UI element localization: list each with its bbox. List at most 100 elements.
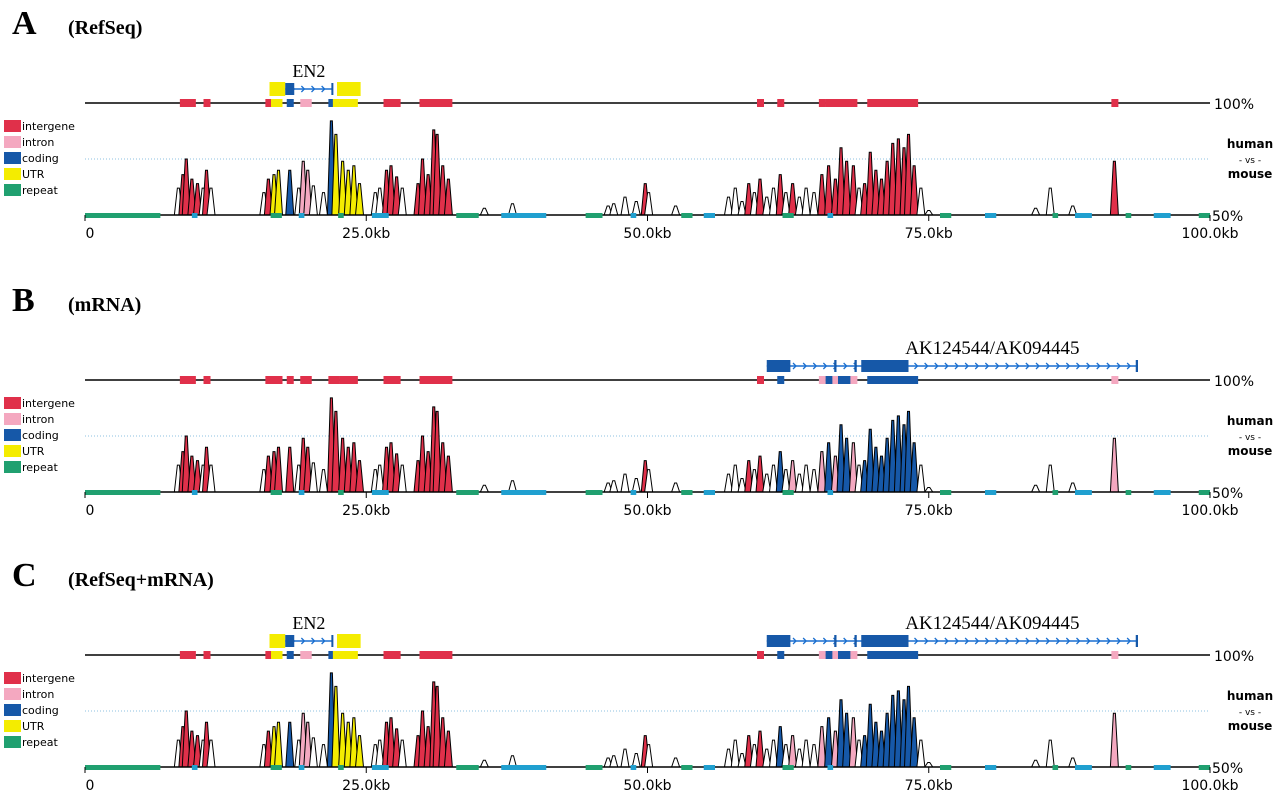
direction-arrow [843, 362, 848, 370]
direction-arrow [974, 362, 980, 370]
conserved-region-mark [905, 99, 913, 107]
conserved-region-mark [850, 99, 858, 107]
conserved-region-mark [188, 99, 196, 107]
legend-swatch-intergene [4, 120, 21, 132]
conservation-peak [1045, 187, 1055, 216]
conserved-region-mark [350, 651, 358, 659]
direction-arrow [1015, 637, 1020, 645]
repeat-block [1198, 213, 1210, 218]
repeat-block [1153, 213, 1171, 218]
repeat-block [630, 490, 637, 495]
x-tick-label: 75.0kb [905, 778, 953, 794]
conserved-region-mark [911, 651, 919, 659]
repeat-block [681, 490, 693, 495]
utr-block [269, 634, 286, 648]
conservation-peak [631, 201, 641, 216]
conservation-peak [824, 165, 834, 216]
conservation-peak [1109, 160, 1119, 216]
conservation-peak [916, 187, 926, 216]
conserved-region-mark [183, 99, 191, 107]
legend-label-intergene: intergene [22, 120, 75, 133]
conserved-region-mark [345, 651, 353, 659]
conserved-region-mark [203, 651, 211, 659]
conserved-region-mark [867, 376, 875, 384]
conservation-peak [788, 460, 798, 493]
conserved-region-mark [838, 99, 845, 107]
direction-arrow [964, 362, 970, 370]
conservation-peak [479, 759, 490, 768]
species-vs: - vs - [1239, 156, 1261, 166]
legend-swatch-repeat [4, 461, 21, 473]
conserved-region-mark [304, 99, 312, 107]
conserved-region-mark [328, 376, 336, 384]
conserved-region-mark [332, 651, 340, 659]
conservation-peak [730, 187, 740, 216]
repeat-block [85, 765, 161, 770]
conserved-region-mark [271, 651, 278, 659]
direction-arrow [1076, 362, 1081, 370]
utr-block [337, 634, 361, 648]
conserved-region-mark [188, 651, 196, 659]
repeat-block [1198, 765, 1210, 770]
exon-block [766, 635, 791, 647]
conserved-region-mark [300, 99, 308, 107]
conserved-region-mark [905, 651, 913, 659]
repeat-block [501, 490, 547, 495]
conserved-region-mark [339, 376, 347, 384]
repeat-block [191, 765, 198, 770]
conserved-region-mark [825, 99, 833, 107]
repeat-block [298, 765, 305, 770]
x-tick-label: 50.0kb [623, 778, 671, 794]
repeat-block [1153, 490, 1171, 495]
conserved-region-mark [388, 651, 395, 659]
species-top: human [1227, 414, 1273, 428]
exon-block [285, 83, 295, 95]
legend-swatch-coding [4, 152, 21, 164]
x-tick-label: 50.0kb [623, 503, 671, 519]
exon-block [834, 635, 837, 647]
conserved-region-mark [275, 651, 283, 659]
conservation-peak [801, 464, 811, 493]
legend-label-repeat: repeat [22, 461, 59, 474]
direction-arrow [1116, 637, 1121, 645]
conserved-region-mark [872, 376, 880, 384]
species-bottom: mouse [1228, 167, 1273, 181]
direction-arrow [300, 637, 306, 645]
repeat-block [456, 490, 479, 495]
direction-arrow [321, 85, 326, 93]
species-top: human [1227, 689, 1273, 703]
conserved-region-mark [286, 99, 294, 107]
legend-swatch-coding [4, 704, 21, 716]
conservation-peak [273, 446, 284, 493]
conservation-peak [609, 480, 619, 493]
direction-arrow [1086, 362, 1091, 370]
x-tick-label: 75.0kb [905, 226, 953, 242]
conservation-peak [730, 464, 740, 493]
direction-arrow [792, 637, 797, 645]
legend-label-intergene: intergene [22, 672, 75, 685]
conservation-peak [809, 744, 819, 768]
repeat-block [270, 765, 282, 770]
utr-block [337, 82, 361, 96]
conserved-region-mark [878, 99, 886, 107]
conserved-region-mark [345, 376, 353, 384]
conserved-region-mark [425, 99, 433, 107]
conserved-region-mark [439, 99, 447, 107]
repeat-block [782, 765, 794, 770]
repeat-block [782, 490, 794, 495]
x-tick-label: 25.0kb [342, 226, 390, 242]
conservation-peak [1030, 759, 1041, 768]
panel-A: A (RefSeq) EN2 100% 50% intergene intron coding… [4, 5, 1273, 242]
direction-arrow [1035, 362, 1040, 370]
conservation-peak [670, 205, 681, 216]
conserved-region-mark [757, 99, 764, 107]
panel-letter: C [12, 557, 37, 594]
repeat-block [985, 213, 997, 218]
legend-swatch-intergene [4, 397, 21, 409]
repeat-block [501, 765, 547, 770]
species-top: human [1227, 137, 1273, 151]
repeat-block [630, 213, 637, 218]
direction-arrow [1045, 637, 1051, 645]
repeat-block [1125, 213, 1132, 218]
conserved-region-mark [884, 651, 892, 659]
